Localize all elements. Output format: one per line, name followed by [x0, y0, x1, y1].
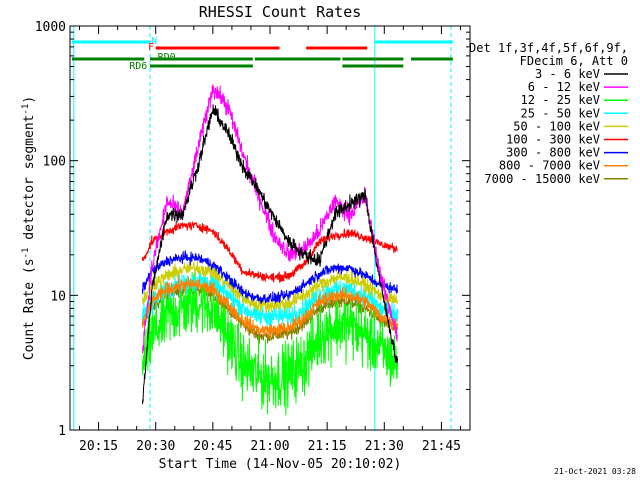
- y-tick-label: 1000: [35, 20, 66, 35]
- state-bar-label-rd0: RD0: [158, 52, 176, 63]
- legend-entry-label: 800 - 7000 keV: [499, 159, 600, 173]
- state-bar-label-f: F: [148, 42, 154, 53]
- x-tick-label: 21:15: [308, 439, 347, 454]
- series-line-800-7000-kev: [141, 276, 398, 339]
- legend-header-line2: FDecim 6, Att 0: [520, 54, 628, 68]
- state-bar-label-n: N: [151, 36, 157, 47]
- y-tick-label: 10: [50, 289, 66, 304]
- legend-entry-label: 6 - 12 keV: [528, 80, 600, 94]
- legend-entry-label: 12 - 25 keV: [521, 93, 600, 107]
- y-axis-label-sup1: -1: [21, 248, 31, 259]
- x-tick-label: 20:45: [193, 439, 232, 454]
- x-tick-label: 21:00: [250, 439, 289, 454]
- legend-entry-label: 25 - 50 keV: [521, 106, 600, 120]
- series-line-300-800-kev: [141, 249, 398, 304]
- state-bar-label-rd6: RD6: [129, 61, 147, 72]
- legend-entry-label: 7000 - 15000 keV: [484, 172, 600, 186]
- y-axis-label-part3: ): [22, 96, 37, 104]
- legend-entry-label: 3 - 6 keV: [535, 67, 600, 81]
- legend-entry-label: 100 - 300 keV: [506, 133, 600, 147]
- legend-header-line1: Det 1f,3f,4f,5f,6f,9f,: [469, 41, 628, 55]
- x-tick-label: 21:45: [422, 439, 461, 454]
- y-axis-label-part1: Count Rate (s: [22, 258, 37, 360]
- legend-entry-label: 50 - 100 keV: [513, 119, 600, 133]
- x-tick-label: 20:15: [79, 439, 118, 454]
- axis-ticks: 20:15 20:30 20:45 21:00 21:15 21:30 21:45 1 10 10…: [35, 20, 470, 454]
- x-tick-label: 20:30: [136, 439, 175, 454]
- series-line-3-6-kev: [141, 104, 398, 405]
- y-axis-label-part2: detector segment: [22, 115, 37, 248]
- legend: Det 1f,3f,4f,5f,6f,9f, FDecim 6, Att 0 3…: [469, 41, 628, 186]
- x-axis-label: Start Time (14-Nov-05 20:10:02): [159, 457, 402, 472]
- series-line-12-25-kev: [141, 272, 398, 416]
- y-tick-label: 1: [58, 424, 66, 439]
- y-axis-label: Count Rate (s-1 detector segment-1): [21, 96, 37, 360]
- legend-entry-label: 300 - 800 keV: [506, 146, 600, 160]
- timestamp: 21-Oct-2021 03:28: [554, 467, 636, 476]
- x-tick-label: 21:30: [365, 439, 404, 454]
- y-axis-label-sup2: -1: [21, 104, 31, 115]
- plot-area: NF RD0 RD6: [71, 26, 453, 430]
- series-line-100-300-kev: [141, 221, 398, 284]
- chart-title: RHESSI Count Rates: [199, 3, 362, 21]
- y-tick-label: 100: [43, 155, 66, 170]
